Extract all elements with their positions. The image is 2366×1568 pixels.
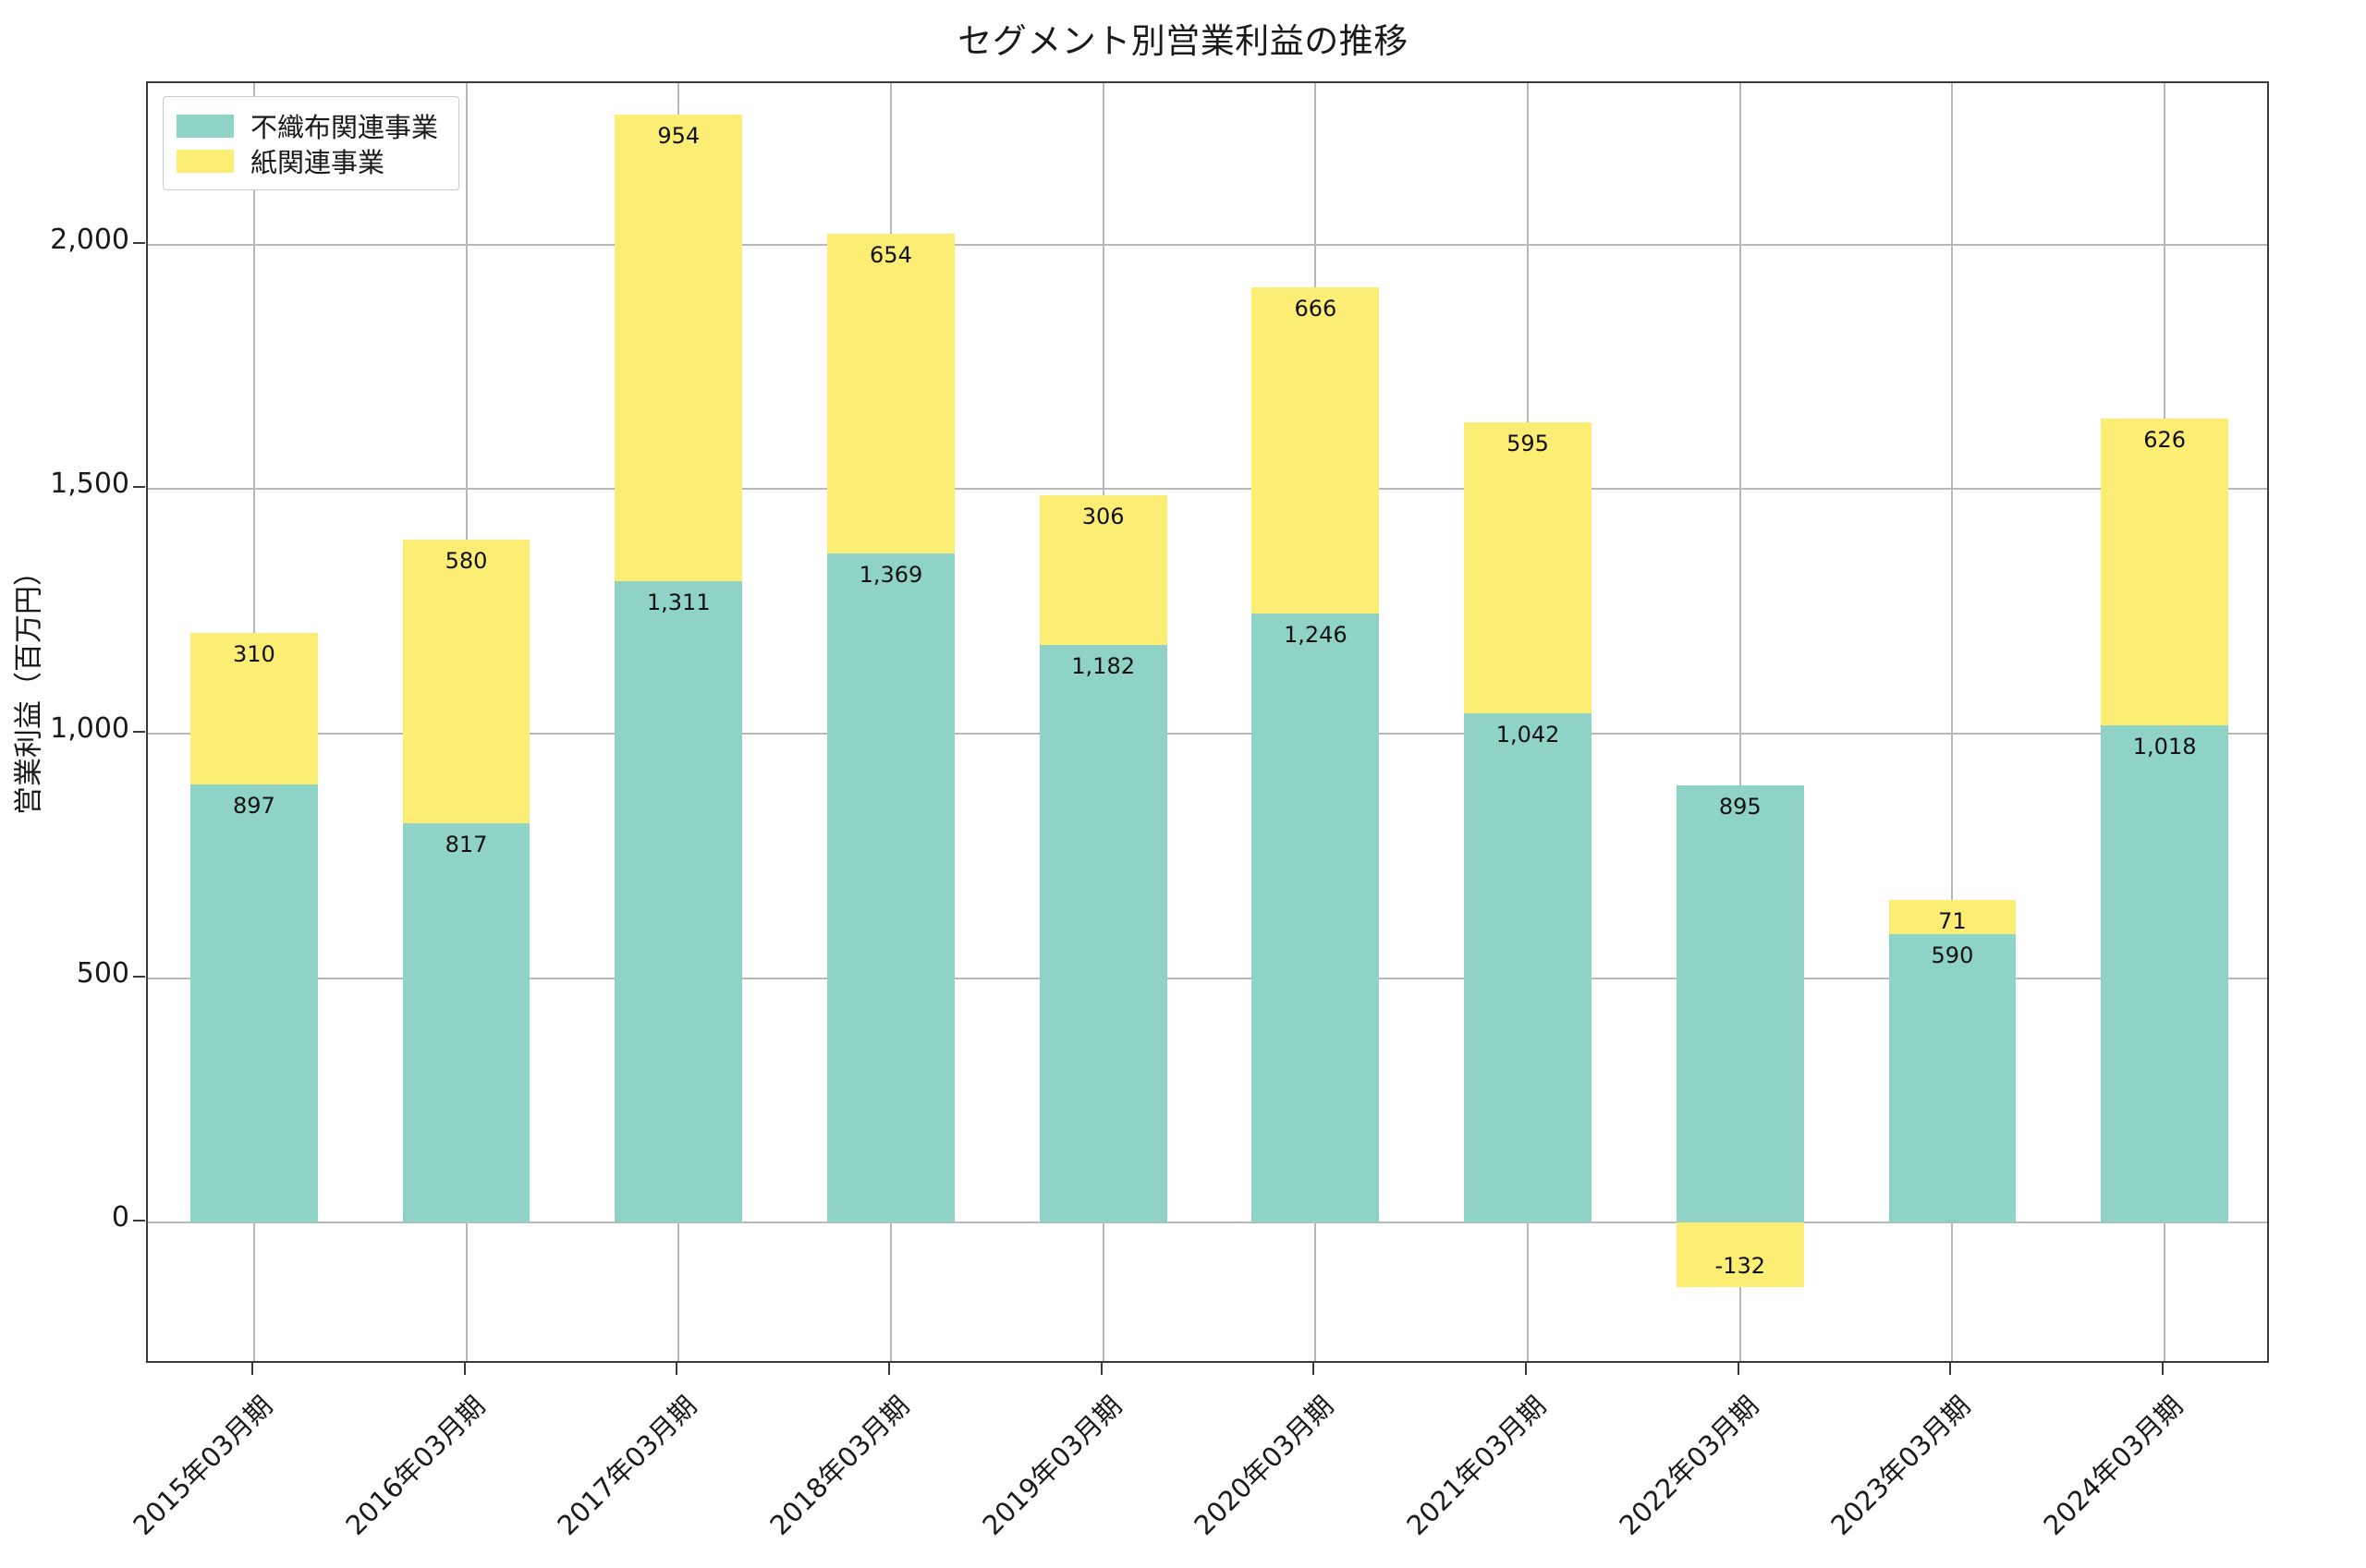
bar-segment-paper — [1464, 421, 1592, 713]
y-axis-tick-mark — [133, 975, 145, 978]
x-axis-tick-mark — [1737, 1363, 1739, 1375]
legend-swatch-nonwoven — [177, 114, 234, 138]
legend-item-paper: 紙関連事業 — [177, 143, 438, 178]
bar-segment-paper — [1676, 1222, 1804, 1288]
legend-item-nonwoven: 不織布関連事業 — [177, 108, 438, 143]
gridline-horizontal — [148, 733, 2267, 735]
bar-segment-paper — [615, 115, 743, 582]
bar-segment-nonwoven — [1039, 644, 1167, 1223]
y-axis-title: 営業利益（百万円） — [12, 557, 46, 815]
bar-segment-nonwoven — [1251, 613, 1380, 1223]
bar-segment-paper — [1888, 899, 2017, 935]
y-axis-tick-mark — [133, 1220, 145, 1222]
x-axis-tick-label: 2023年03月期 — [1824, 1390, 1977, 1542]
x-axis-tick-label: 2021年03月期 — [1400, 1390, 1553, 1542]
plot-area: 897 310 817 580 1,311 954 1,369 654 1,182 306 1,24… — [146, 81, 2269, 1363]
bar-segment-paper — [402, 539, 531, 823]
x-axis-tick-mark — [1100, 1363, 1103, 1375]
y-axis-tick-label: 1,500 — [50, 468, 129, 501]
chart-legend: 不織布関連事業 紙関連事業 — [163, 96, 460, 190]
bar-segment-paper — [827, 233, 955, 553]
legend-label-paper: 紙関連事業 — [250, 147, 385, 178]
x-axis-tick-mark — [250, 1363, 253, 1375]
x-axis-tick-label: 2024年03月期 — [2037, 1390, 2189, 1542]
bar-segment-nonwoven — [1676, 784, 1804, 1223]
bar-segment-paper — [1039, 494, 1167, 645]
x-axis-tick-mark — [887, 1363, 890, 1375]
y-axis-tick-label: 2,000 — [50, 223, 129, 256]
bar-segment-nonwoven — [615, 581, 743, 1223]
x-axis-tick-label: 2020年03月期 — [1188, 1390, 1340, 1542]
y-axis-tick-mark — [133, 731, 145, 734]
bar-segment-nonwoven — [1888, 934, 2017, 1223]
gridline-horizontal — [148, 488, 2267, 491]
bar-segment-nonwoven — [1464, 712, 1592, 1223]
bar-segment-paper — [1251, 287, 1380, 614]
legend-label-nonwoven: 不織布関連事業 — [250, 112, 439, 143]
plot-inner: 897 310 817 580 1,311 954 1,369 654 1,182 306 1,24… — [148, 83, 2267, 1361]
x-axis-tick-mark — [1312, 1363, 1315, 1375]
y-axis-tick-labels: 0 500 1,000 1,500 2,000 — [0, 0, 129, 1568]
x-axis-tick-mark — [676, 1363, 678, 1375]
page-title: セグメント別営業利益の推移 — [957, 21, 1409, 61]
bar-segment-nonwoven — [827, 553, 955, 1223]
gridline-vertical — [1951, 83, 1954, 1361]
x-axis-tick-mark — [463, 1363, 466, 1375]
gridline-vertical — [1738, 83, 1741, 1361]
x-axis-tick-mark — [1949, 1363, 1952, 1375]
gridline-horizontal — [148, 977, 2267, 979]
bar-segment-paper — [2101, 419, 2229, 725]
x-axis-tick-label: 2017年03月期 — [551, 1390, 703, 1542]
x-axis-tick-label: 2016年03月期 — [338, 1390, 491, 1542]
x-axis-tick-label: 2019年03月期 — [976, 1390, 1128, 1542]
bar-segment-nonwoven — [402, 822, 531, 1223]
y-axis-tick-mark — [133, 241, 145, 244]
legend-swatch-paper — [177, 149, 234, 173]
gridline-horizontal — [148, 1222, 2267, 1224]
x-axis-tick-mark — [1525, 1363, 1528, 1375]
bar-segment-paper — [189, 632, 318, 784]
x-axis-tick-label: 2018年03月期 — [763, 1390, 916, 1542]
y-axis-tick-label: 500 — [76, 956, 129, 990]
y-axis-tick-label: 0 — [111, 1201, 129, 1234]
gridline-horizontal — [148, 243, 2267, 246]
y-axis-tick-label: 1,000 — [50, 712, 129, 746]
x-axis-tick-mark — [2162, 1363, 2165, 1375]
bar-segment-nonwoven — [2101, 724, 2229, 1223]
bar-segment-nonwoven — [189, 784, 318, 1223]
y-axis-tick-mark — [133, 486, 145, 489]
x-axis-tick-label: 2022年03月期 — [1613, 1390, 1765, 1542]
